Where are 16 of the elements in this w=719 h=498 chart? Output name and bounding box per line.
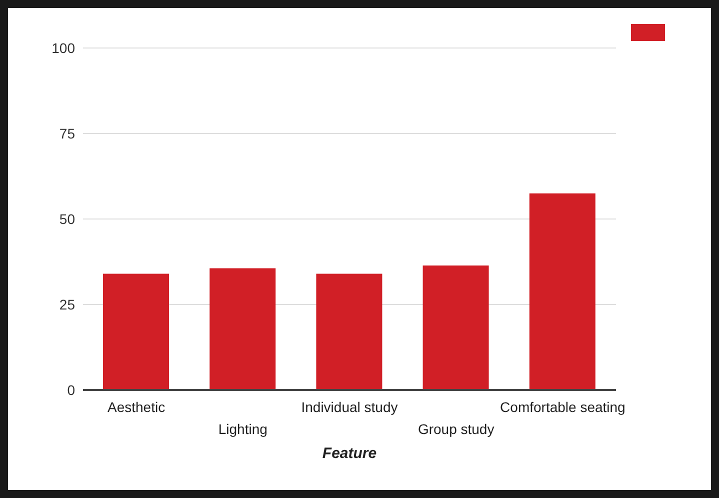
x-tick-label: Group study (418, 421, 494, 437)
y-tick-label: 50 (59, 210, 76, 227)
y-tick-label: 0 (67, 382, 76, 398)
x-tick-label: Individual study (301, 399, 398, 415)
bar (529, 193, 596, 390)
x-tick-label: Aesthetic (108, 399, 166, 415)
bar (422, 266, 489, 390)
y-tick-label: 75 (59, 125, 76, 142)
bar (210, 268, 276, 390)
bar (103, 274, 169, 390)
x-axis-title: Feature (322, 445, 377, 462)
y-tick-label: 100 (52, 40, 76, 56)
bar (316, 274, 382, 390)
y-tick-label: 25 (59, 296, 76, 312)
x-tick-label: Lighting (218, 421, 268, 437)
x-tick-label: Comfortable seating (500, 399, 626, 415)
